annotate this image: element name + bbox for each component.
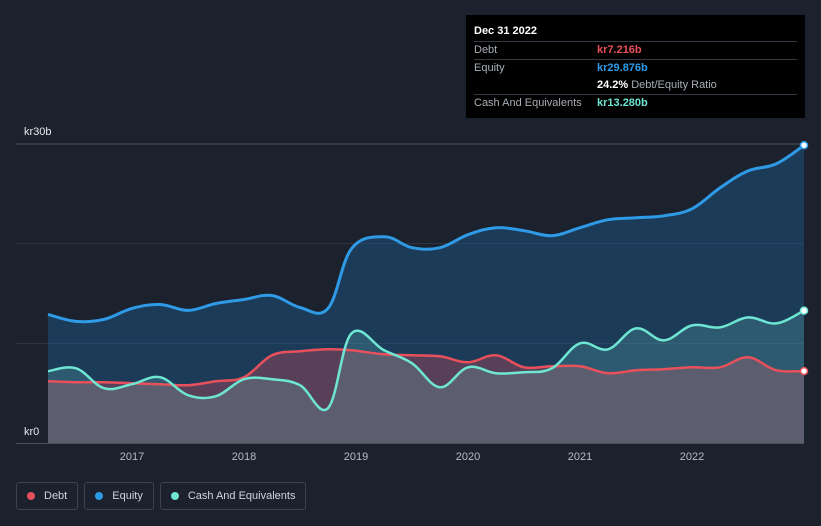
- x-tick-label: 2022: [680, 451, 704, 463]
- tooltip-value-debt: kr7.216b: [597, 44, 642, 56]
- tooltip-label-cash: Cash And Equivalents: [474, 97, 582, 109]
- end-marker-cash-and-equivalents: [799, 306, 809, 315]
- tooltip-value-cash: kr13.280b: [597, 97, 648, 109]
- legend-item-equity[interactable]: Equity: [84, 482, 154, 510]
- x-axis-labels: 2017 2018 2019 2020 2021 2022: [120, 451, 704, 463]
- y-tick-label-max: kr30b: [24, 126, 52, 138]
- series-lines: [47, 143, 805, 412]
- tooltip-row-debt: Debt kr7.216b: [474, 41, 797, 59]
- series-areas: [48, 145, 804, 443]
- chart-legend: Debt Equity Cash And Equivalents: [16, 482, 312, 510]
- line-equity: [47, 143, 805, 324]
- x-tick-label: 2020: [456, 451, 480, 463]
- legend-dot-cash: [170, 492, 179, 500]
- line-cash-and-equivalents: [47, 309, 805, 412]
- end-marker-equity: [799, 140, 809, 150]
- legend-label-debt: Debt: [44, 490, 68, 502]
- end-markers: [799, 140, 809, 376]
- tooltip-row-ratio: 24.2% Debt/Equity Ratio: [474, 77, 797, 94]
- tooltip-ratio-value: 24.2%: [597, 79, 629, 91]
- x-tick-label: 2019: [344, 451, 368, 463]
- tooltip-label-debt: Debt: [474, 44, 498, 56]
- area-cash-and-equivalents: [48, 310, 804, 443]
- tooltip-label-equity: Equity: [474, 62, 505, 74]
- x-tick-label: 2017: [120, 451, 144, 463]
- tooltip-panel: Dec 31 2022 Debt kr7.216b Equity kr29.87…: [466, 15, 805, 118]
- grid-lines: [16, 143, 804, 444]
- area-debt: [48, 349, 804, 443]
- legend-dot-equity: [95, 492, 104, 500]
- x-tick-label: 2018: [232, 451, 256, 463]
- legend-label-cash: Cash And Equivalents: [187, 490, 296, 502]
- y-tick-label-min: kr0: [24, 426, 39, 438]
- tooltip-row-equity: Equity kr29.876b: [474, 59, 797, 77]
- legend-label-equity: Equity: [112, 490, 143, 502]
- tooltip-ratio-note: Debt/Equity Ratio: [631, 79, 717, 91]
- x-tick-label: 2021: [568, 451, 592, 463]
- tooltip-ratio: 24.2% Debt/Equity Ratio: [597, 77, 717, 94]
- tooltip-value-equity: kr29.876b: [597, 62, 648, 74]
- tooltip-date: Dec 31 2022: [474, 25, 537, 37]
- legend-dot-debt: [27, 492, 35, 500]
- legend-item-debt[interactable]: Debt: [16, 482, 79, 510]
- tooltip-row-cash: Cash And Equivalents kr13.280b: [474, 94, 797, 112]
- end-marker-debt: [799, 366, 809, 376]
- legend-item-cash[interactable]: Cash And Equivalents: [159, 482, 307, 510]
